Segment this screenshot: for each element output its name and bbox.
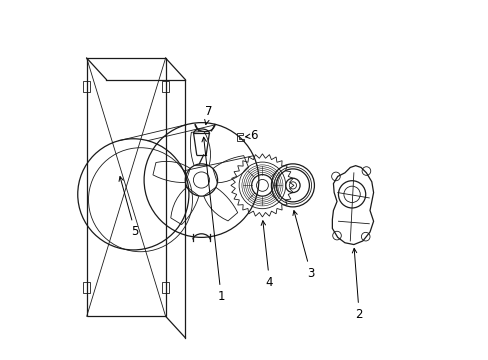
Text: 2: 2 [351, 248, 362, 321]
Text: 7: 7 [204, 105, 212, 124]
Text: 4: 4 [261, 221, 273, 289]
Text: 3: 3 [292, 211, 314, 280]
Text: 6: 6 [245, 129, 257, 143]
Text: 1: 1 [202, 137, 224, 303]
Text: 5: 5 [119, 176, 139, 238]
